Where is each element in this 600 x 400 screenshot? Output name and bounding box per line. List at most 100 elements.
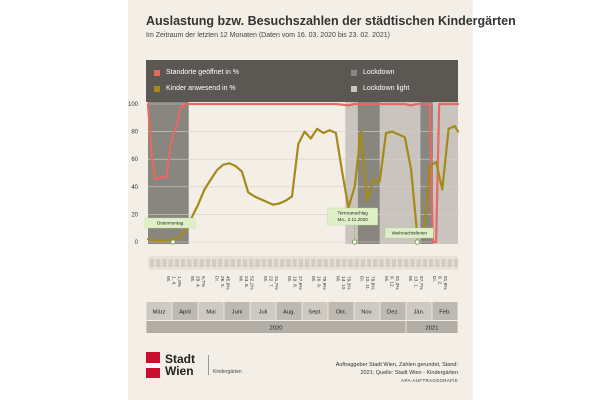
y-tick-label: 100 bbox=[128, 102, 139, 108]
annotation-marker bbox=[170, 239, 176, 245]
annotation-marker bbox=[414, 239, 420, 245]
week-tick bbox=[236, 259, 241, 267]
week-tick bbox=[354, 259, 359, 267]
week-tick bbox=[212, 259, 217, 267]
week-tick bbox=[205, 259, 210, 267]
annotation-label-2: Mo., 2.11.2020 bbox=[338, 217, 369, 222]
sample-label: Mi. 29. 4. 6,7% bbox=[189, 276, 206, 288]
sample-label-date: 29. 4. bbox=[195, 276, 201, 288]
sample-label-day: Mi. bbox=[262, 276, 268, 282]
week-tick bbox=[156, 259, 161, 267]
sample-label-date: 22. 7. bbox=[267, 276, 273, 288]
chart-subtitle: Im Zeitraum der letzten 12 Monaten (Date… bbox=[146, 32, 390, 39]
footer-credit: Auftraggeber Stadt Wien, Zahlen gerundet… bbox=[330, 362, 458, 385]
series-present-line bbox=[146, 124, 460, 242]
week-tick bbox=[404, 259, 409, 267]
lockdown-light-band bbox=[379, 102, 421, 244]
sample-label-date: 14. 10. bbox=[340, 276, 346, 291]
legend-item-present: Kinder anwesend in % bbox=[154, 85, 236, 92]
week-tick bbox=[193, 259, 198, 267]
week-tick bbox=[162, 259, 167, 267]
legend-swatch-lockdown bbox=[351, 69, 357, 76]
week-tick bbox=[230, 259, 235, 267]
week-tick bbox=[348, 259, 353, 267]
sample-label: Mi. 24. 6. 52,1% bbox=[238, 276, 255, 290]
week-tick bbox=[305, 259, 310, 267]
month-label: März bbox=[153, 310, 166, 316]
sample-label-date: 19. 8. bbox=[292, 276, 298, 288]
sample-label-date: 13. 1. bbox=[413, 276, 419, 288]
month-cell bbox=[146, 302, 172, 320]
sample-label-day: Mi. bbox=[189, 276, 195, 282]
sample-label-value: 79,6% bbox=[370, 276, 376, 290]
sample-label-value: 81,8% bbox=[442, 276, 448, 290]
sample-label-day: Di. bbox=[213, 276, 219, 282]
week-tick bbox=[274, 259, 279, 267]
week-tick bbox=[447, 259, 452, 267]
legend-swatch-lockdown-light bbox=[351, 85, 357, 92]
month-label: Aug. bbox=[283, 310, 295, 316]
week-tick bbox=[323, 259, 328, 267]
series-open-line bbox=[146, 102, 460, 244]
sample-label-day: Mi. bbox=[238, 276, 244, 282]
sample-label: Mi. 9. 12. 81,0% bbox=[383, 276, 400, 290]
month-cell bbox=[380, 302, 406, 320]
month-label: Feb. bbox=[439, 310, 451, 316]
week-tick bbox=[298, 259, 303, 267]
legend-label-open: Standorte geöffnet in % bbox=[166, 69, 240, 76]
sample-label-day: Mi. bbox=[334, 276, 340, 282]
month-cell bbox=[224, 302, 250, 320]
sample-label-day: Mi. bbox=[286, 276, 292, 282]
sample-label: Mi. 1. 4. 1,0% bbox=[165, 276, 182, 288]
year-label: 2021 bbox=[426, 326, 439, 332]
week-tick bbox=[150, 259, 155, 267]
sample-label: Mi. 16. 9. 79,9% bbox=[310, 276, 327, 290]
week-tick bbox=[280, 259, 285, 267]
week-tick bbox=[385, 259, 390, 267]
month-cell bbox=[432, 302, 458, 320]
legend-swatch-open bbox=[154, 69, 160, 76]
year-label: 2020 bbox=[270, 326, 283, 332]
sample-label-value: 79,3% bbox=[345, 276, 351, 290]
week-tick bbox=[416, 259, 421, 267]
agency-label: APA-AUFTRAGSGRAFIK bbox=[401, 378, 458, 383]
week-tick bbox=[292, 259, 297, 267]
year-cell-2020 bbox=[146, 321, 406, 333]
week-tick bbox=[243, 259, 248, 267]
week-tick bbox=[329, 259, 334, 267]
week-tick bbox=[317, 259, 322, 267]
week-tick bbox=[168, 259, 173, 267]
sample-label-date: 26. 5. bbox=[219, 276, 225, 288]
week-tick bbox=[398, 259, 403, 267]
week-tick bbox=[367, 259, 372, 267]
month-label: April bbox=[179, 310, 191, 316]
month-label: Nov. bbox=[361, 310, 373, 316]
stadt-wien-logo bbox=[146, 352, 160, 378]
annotation-box bbox=[327, 207, 378, 226]
month-cell bbox=[250, 302, 276, 320]
month-cell bbox=[354, 302, 380, 320]
sample-label-value: 6,7% bbox=[200, 276, 206, 288]
week-tick bbox=[410, 259, 415, 267]
sample-label-value: 52,1% bbox=[249, 276, 255, 290]
credit-text: Auftraggeber Stadt Wien, Zahlen gerundet… bbox=[335, 362, 458, 376]
y-tick-label: 0 bbox=[135, 240, 139, 246]
sample-label-value: 1,0% bbox=[176, 276, 182, 288]
month-cell bbox=[328, 302, 354, 320]
week-tick bbox=[379, 259, 384, 267]
month-cell bbox=[172, 302, 198, 320]
annotation-label: Terroranschlag bbox=[337, 211, 368, 216]
chart-title: Auslastung bzw. Besuchszahlen der städti… bbox=[146, 14, 516, 28]
sample-label-value: 45,9% bbox=[224, 276, 230, 290]
sample-label: Mi. 14. 10. 79,3% bbox=[334, 276, 351, 291]
sample-label-value: 79,9% bbox=[321, 276, 327, 290]
footer-brand: Stadt Wien Kindergärten bbox=[146, 352, 242, 378]
annotation-box bbox=[144, 217, 196, 229]
month-label: Juni bbox=[232, 310, 243, 316]
week-tick bbox=[342, 259, 347, 267]
week-tick bbox=[255, 259, 260, 267]
legend: Standorte geöffnet in % Kinder anwesend … bbox=[146, 60, 458, 102]
week-tick bbox=[286, 259, 291, 267]
week-tick bbox=[261, 259, 266, 267]
